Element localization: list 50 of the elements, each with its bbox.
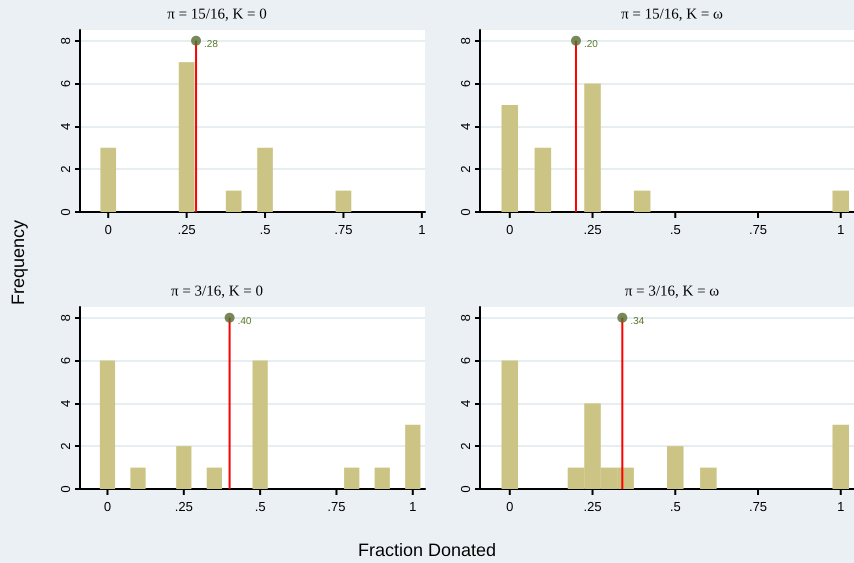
y-tick-label: 8 (58, 37, 73, 44)
chart-title: π = 3/16, K = ω (624, 284, 720, 300)
y-tick-label: 8 (58, 314, 73, 322)
ref-line-label: .34 (630, 316, 645, 328)
x-tick-label: .25 (583, 499, 602, 514)
y-tick-label: 6 (58, 356, 73, 364)
y-tick-label: 4 (458, 122, 473, 130)
chart-title: π = 15/16, K = ω (621, 6, 724, 22)
x-tick-label: .75 (327, 499, 346, 514)
x-tick-label: .25 (174, 499, 193, 514)
x-tick-label: 0 (104, 499, 112, 514)
y-tick-label: 4 (458, 400, 473, 407)
x-tick-label: 1 (409, 499, 416, 514)
ref-line-label: .40 (238, 316, 252, 328)
y-tick-label: 0 (58, 208, 73, 216)
x-tick-label: .75 (748, 222, 768, 237)
x-tick-label: .25 (583, 222, 602, 237)
x-tick-label: 0 (506, 499, 514, 514)
chart-title: π = 15/16, K = 0 (167, 6, 267, 22)
y-tick-label: 8 (458, 37, 473, 44)
x-tick-label: .75 (334, 222, 352, 237)
chart-title: π = 3/16, K = 0 (171, 284, 263, 300)
ref-line-label: .28 (204, 39, 218, 50)
x-tick-label: .5 (254, 499, 266, 514)
x-tick-label: .75 (748, 499, 768, 514)
x-tick-label: 0 (104, 222, 112, 237)
x-tick-label: 1 (418, 222, 426, 237)
x-tick-label: .5 (670, 222, 681, 237)
x-tick-label: 0 (506, 222, 514, 237)
y-tick-label: 6 (58, 80, 73, 88)
x-axis-title: Fraction Donated (356, 540, 498, 561)
x-tick-label: .25 (178, 222, 196, 237)
y-tick-label: 0 (58, 485, 73, 493)
x-tick-label: 1 (837, 499, 844, 514)
x-tick-label: .5 (670, 499, 681, 514)
y-tick-label: 0 (458, 208, 473, 216)
y-tick-label: 6 (458, 80, 473, 88)
y-tick-label: 0 (458, 485, 473, 493)
y-tick-label: 2 (58, 166, 73, 173)
y-tick-label: 2 (458, 442, 473, 450)
y-tick-label: 6 (458, 356, 473, 364)
y-tick-label: 2 (58, 442, 73, 450)
y-tick-label: 8 (458, 314, 473, 322)
y-tick-label: 2 (458, 166, 473, 173)
x-tick-label: 1 (837, 222, 844, 237)
y-tick-label: 4 (58, 122, 73, 130)
x-tick-label: .5 (260, 222, 270, 237)
y-tick-label: 4 (58, 400, 73, 407)
ref-line-label: .20 (584, 39, 598, 50)
y-axis-title: Frequency (8, 220, 30, 306)
